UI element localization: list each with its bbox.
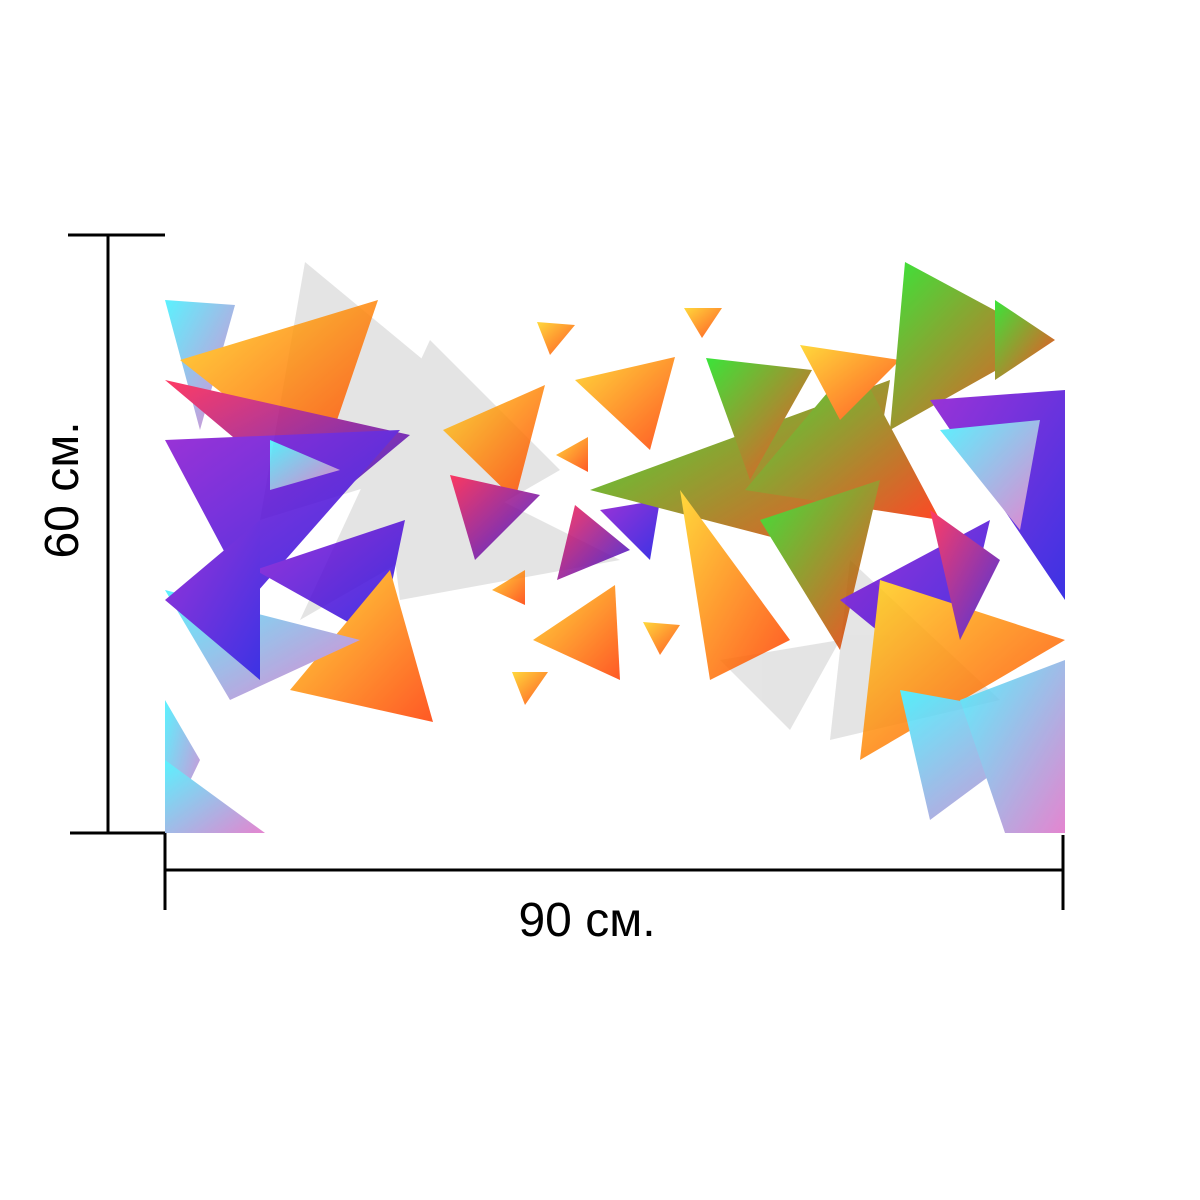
- width-label: 90 см.: [518, 894, 655, 947]
- height-label: 60 см.: [36, 421, 89, 558]
- dimension-lines: [68, 233, 1065, 910]
- artwork: [165, 235, 1065, 833]
